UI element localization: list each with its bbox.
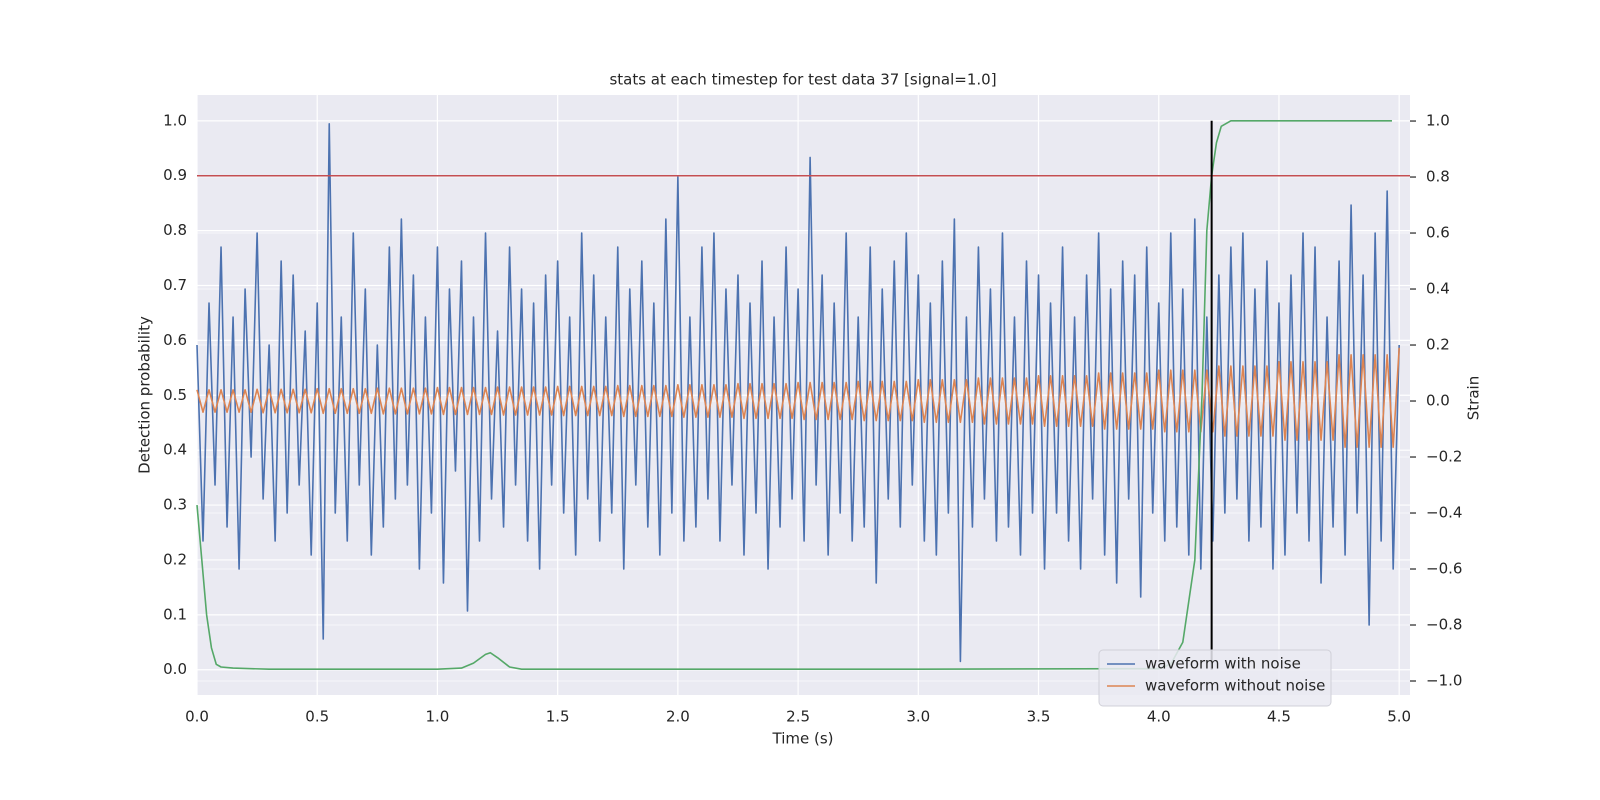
y2-tick-label: −1.0 — [1426, 672, 1462, 690]
y2-tick-label: 1.0 — [1426, 112, 1450, 130]
x-tick-label: 5.0 — [1387, 708, 1411, 726]
chart-title: stats at each timestep for test data 37 … — [609, 71, 996, 89]
legend-box — [1098, 649, 1332, 707]
y-axis-label: Detection probability — [136, 316, 154, 474]
legend-label: waveform without noise — [1145, 677, 1325, 695]
x-tick-label: 1.5 — [546, 708, 570, 726]
y-tick-label: 0.7 — [163, 276, 187, 294]
y2-axis-label: Strain — [1465, 376, 1483, 420]
y2-tick-label: 0.8 — [1426, 168, 1450, 186]
y2-tick-label: 0.0 — [1426, 392, 1450, 410]
x-tick-label: 3.0 — [906, 708, 930, 726]
x-tick-label: 1.0 — [426, 708, 450, 726]
y-tick-label: 1.0 — [163, 111, 187, 129]
y2-tick-label: 0.2 — [1426, 336, 1450, 354]
y2-tick-label: −0.2 — [1426, 448, 1462, 466]
legend: waveform with noise waveform without nois… — [1098, 649, 1332, 707]
y-tick-label: 0.0 — [163, 660, 187, 678]
x-axis-label: Time (s) — [772, 730, 834, 748]
y-tick-label: 0.2 — [163, 550, 187, 568]
y-tick-label: 0.1 — [163, 605, 187, 623]
y2-tick-label: −0.6 — [1426, 560, 1462, 578]
series-line — [196, 347, 1400, 449]
x-tick-label: 0.5 — [305, 708, 329, 726]
y-tick-label: 0.4 — [163, 441, 187, 459]
x-tick-label: 4.0 — [1147, 708, 1171, 726]
y2-tick-label: −0.8 — [1426, 616, 1462, 634]
y-tick-label: 0.8 — [163, 221, 187, 239]
x-tick-label: 4.5 — [1267, 708, 1291, 726]
legend-label: waveform with noise — [1145, 655, 1301, 673]
x-tick-label: 2.0 — [666, 708, 690, 726]
y2-tick-label: 0.4 — [1426, 280, 1450, 298]
x-tick-label: 3.5 — [1027, 708, 1051, 726]
y-tick-label: 0.5 — [163, 386, 187, 404]
x-tick-label: 0.0 — [185, 708, 209, 726]
x-tick-label: 2.5 — [786, 708, 810, 726]
y2-tick-label: 0.6 — [1426, 224, 1450, 242]
y-tick-label: 0.3 — [163, 496, 187, 514]
y2-tick-label: −0.4 — [1426, 504, 1462, 522]
y-tick-label: 0.6 — [163, 331, 187, 349]
y-tick-label: 0.9 — [163, 166, 187, 184]
